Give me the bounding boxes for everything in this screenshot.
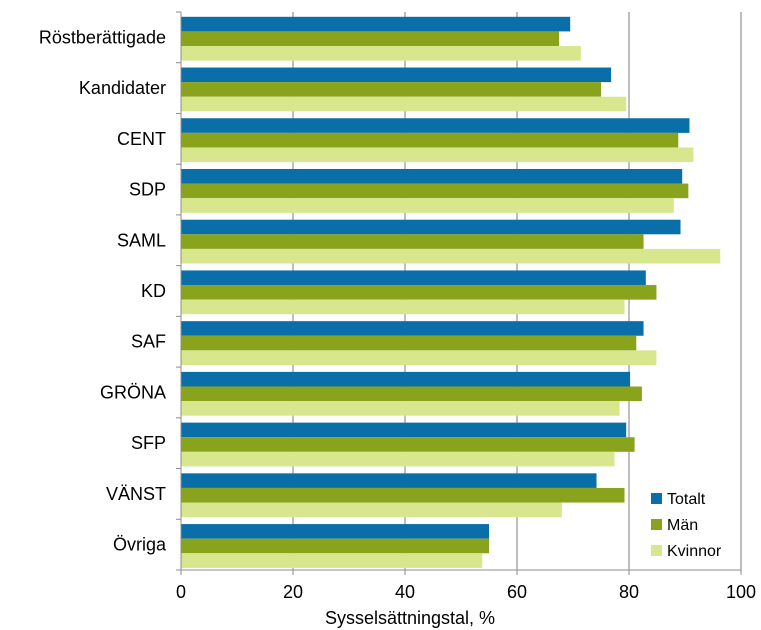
x-tick-label: 80 [619, 582, 639, 602]
bar-totalt-3 [181, 168, 683, 184]
bar-kvinnor-7 [181, 401, 620, 416]
bar-totalt-10 [181, 524, 489, 539]
x-axis-label: Sysselsättningstal, % [325, 608, 495, 628]
bar-totalt-5 [181, 270, 646, 286]
bar-kvinnor-8 [181, 451, 615, 467]
bar-kvinnor-6 [181, 350, 657, 365]
bar-man-8 [181, 437, 635, 452]
bar-totalt-1 [181, 67, 612, 83]
bar-man-5 [181, 285, 657, 300]
bar-man-1 [181, 82, 601, 97]
category-label: Kandidater [79, 78, 166, 98]
bar-man-2 [181, 132, 679, 148]
legend-swatch-kvinnor [651, 545, 662, 556]
x-tick-label: 0 [176, 582, 186, 602]
bar-kvinnor-1 [181, 96, 627, 112]
bar-totalt-6 [181, 321, 644, 336]
bar-kvinnor-3 [181, 198, 674, 213]
category-label: KD [141, 281, 166, 301]
axes [176, 11, 742, 575]
legend-label-totalt: Totalt [667, 491, 706, 508]
bar-totalt-0 [181, 16, 571, 32]
category-label: SAML [117, 230, 166, 250]
category-label: Övriga [113, 535, 167, 555]
category-label: SFP [131, 433, 166, 453]
bar-kvinnor-10 [181, 553, 483, 568]
category-label: VÄNST [106, 484, 166, 504]
category-labels: Röstberättigade Kandidater CENT SDP SAML KD SA… [39, 27, 167, 554]
bar-totalt-9 [181, 473, 597, 488]
category-label: SDP [129, 180, 166, 200]
category-label: GRÖNA [100, 382, 166, 402]
bar-totalt-8 [181, 422, 627, 438]
bar-totalt-7 [181, 371, 631, 387]
bar-man-6 [181, 335, 637, 351]
bar-kvinnor-2 [181, 147, 694, 163]
legend: Totalt Män Kvinnor [651, 491, 722, 560]
x-tick-label: 40 [395, 582, 415, 602]
x-tick-label: 20 [283, 582, 303, 602]
bar-man-0 [181, 31, 559, 46]
bar-totalt-4 [181, 219, 681, 235]
bar-totalt-2 [181, 118, 690, 133]
x-tick-label: 100 [726, 582, 756, 602]
x-tick-labels: 0 20 40 60 80 100 [176, 582, 756, 602]
category-label: Röstberättigade [39, 27, 166, 47]
category-label: CENT [117, 129, 166, 149]
legend-swatch-totalt [651, 493, 662, 504]
bar-man-9 [181, 487, 625, 503]
bar-kvinnor-4 [181, 248, 721, 264]
bar-man-10 [181, 538, 489, 554]
bar-kvinnor-0 [181, 46, 581, 61]
x-tick-label: 60 [507, 582, 527, 602]
legend-label-man: Män [667, 517, 698, 534]
category-label: SAF [131, 332, 166, 352]
bars [181, 16, 721, 568]
legend-swatch-man [651, 519, 662, 530]
bar-man-3 [181, 183, 689, 199]
bar-kvinnor-5 [181, 299, 625, 315]
bar-man-4 [181, 234, 644, 249]
legend-label-kvinnor: Kvinnor [667, 543, 722, 560]
bar-man-7 [181, 386, 642, 402]
bar-kvinnor-9 [181, 502, 562, 518]
